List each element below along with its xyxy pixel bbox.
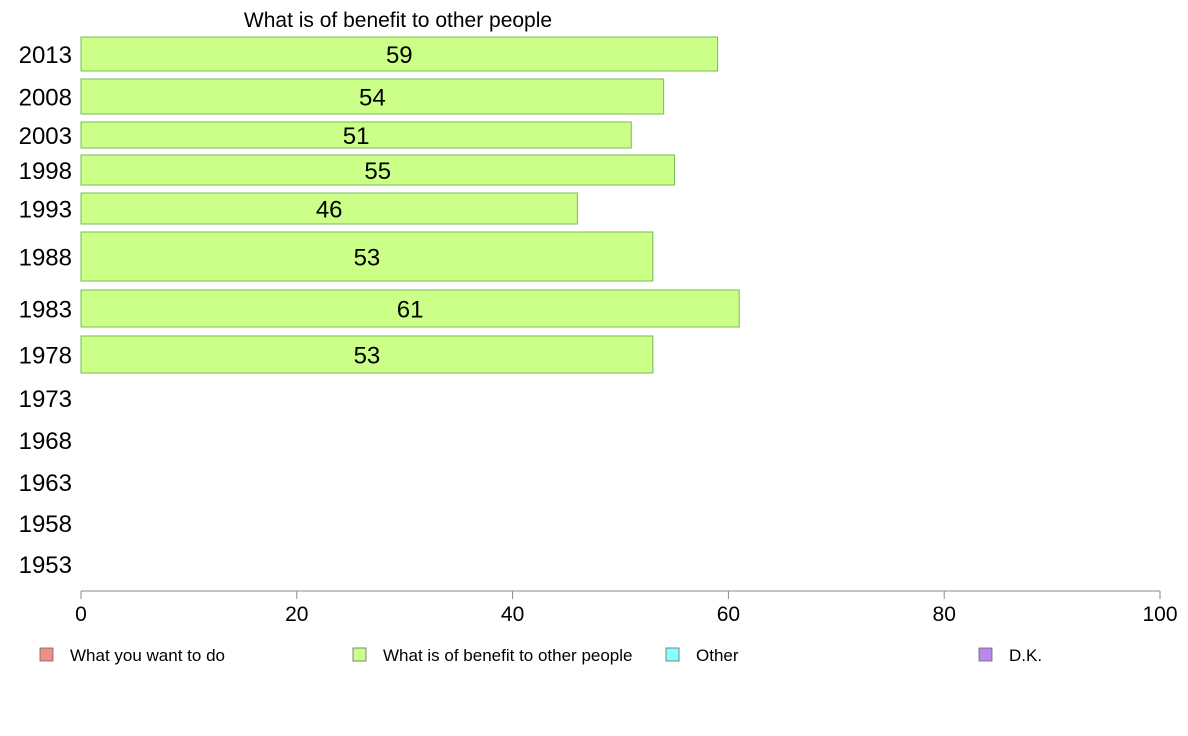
bar-value-label: 53 — [354, 245, 381, 272]
legend-label: What you want to do — [70, 646, 225, 665]
legend-swatch — [352, 647, 367, 662]
y-tick-label: 1963 — [19, 470, 72, 497]
y-axis-labels: 2013 2008 2003 1998 1993 1988 1983 1978 1973 1968… — [19, 42, 72, 579]
x-axis: 0 20 40 60 80 100 — [75, 590, 1178, 626]
bar — [80, 231, 654, 282]
bar-value-label: 54 — [359, 85, 386, 112]
x-tick-label: 60 — [717, 603, 740, 626]
chart-title: What is of benefit to other people — [244, 9, 552, 32]
legend-label: D.K. — [1009, 646, 1042, 665]
bar — [80, 36, 719, 72]
legend-swatch — [978, 647, 993, 662]
y-tick-label: 2003 — [19, 123, 72, 150]
legend-swatch — [665, 647, 680, 662]
bar — [80, 78, 665, 115]
bar-value-label: 61 — [397, 297, 424, 324]
bar — [80, 335, 654, 374]
bar — [80, 121, 632, 149]
x-tick-label: 0 — [75, 603, 87, 626]
x-tick-label: 100 — [1142, 603, 1177, 626]
y-tick-label: 1953 — [19, 552, 72, 579]
x-tick-label: 80 — [933, 603, 956, 626]
bar — [80, 154, 675, 186]
y-tick-label: 1988 — [19, 245, 72, 272]
bar-value-label: 46 — [316, 197, 343, 224]
bar — [80, 192, 578, 225]
bar-value-label: 53 — [354, 343, 381, 370]
legend-label: Other — [696, 646, 739, 665]
y-tick-label: 1973 — [19, 386, 72, 413]
y-tick-label: 1993 — [19, 197, 72, 224]
legend: What you want to do What is of benefit to… — [39, 646, 1042, 665]
y-tick-label: 1978 — [19, 343, 72, 370]
x-tick-label: 20 — [285, 603, 308, 626]
bar-value-label: 55 — [364, 158, 391, 185]
bar — [80, 289, 740, 328]
x-tick-label: 40 — [501, 603, 524, 626]
y-tick-label: 2013 — [19, 42, 72, 69]
legend-label: What is of benefit to other people — [383, 646, 633, 665]
y-tick-label: 1983 — [19, 297, 72, 324]
y-tick-label: 1958 — [19, 511, 72, 538]
y-tick-label: 2008 — [19, 85, 72, 112]
y-tick-label: 1998 — [19, 158, 72, 185]
y-tick-label: 1968 — [19, 428, 72, 455]
bar-value-label: 51 — [343, 123, 370, 150]
legend-swatch — [39, 647, 54, 662]
bar-value-label: 59 — [386, 42, 413, 69]
